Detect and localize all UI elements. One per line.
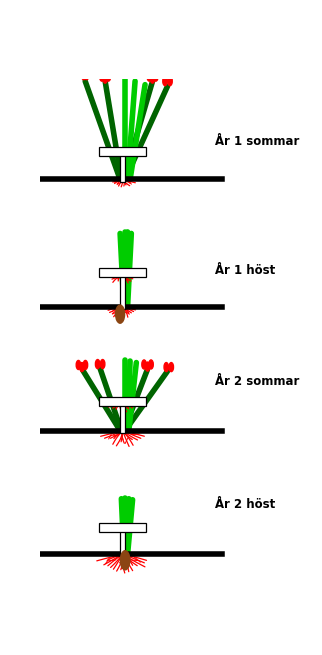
Circle shape: [95, 360, 100, 369]
Bar: [99, 269, 146, 277]
Bar: [99, 523, 146, 532]
Circle shape: [99, 72, 104, 81]
Circle shape: [142, 360, 146, 369]
Text: År 2 höst: År 2 höst: [215, 498, 275, 512]
Circle shape: [169, 363, 174, 371]
Bar: [120, 399, 125, 433]
Circle shape: [164, 363, 168, 371]
Text: År 1 höst: År 1 höst: [215, 264, 275, 277]
Circle shape: [147, 72, 152, 81]
Circle shape: [84, 71, 89, 80]
Circle shape: [120, 551, 130, 570]
Circle shape: [79, 69, 83, 78]
Circle shape: [87, 69, 92, 78]
Text: År 2 sommar: År 2 sommar: [215, 375, 299, 388]
Circle shape: [106, 72, 111, 81]
Bar: [120, 525, 125, 557]
Bar: [99, 147, 146, 156]
Bar: [99, 397, 146, 405]
Circle shape: [149, 360, 153, 369]
Circle shape: [154, 72, 158, 81]
Circle shape: [168, 77, 172, 86]
Circle shape: [81, 71, 86, 80]
Circle shape: [116, 305, 125, 323]
Circle shape: [83, 360, 88, 369]
Bar: [120, 149, 125, 182]
Bar: [120, 271, 125, 309]
Circle shape: [145, 362, 150, 371]
Circle shape: [150, 74, 155, 83]
Circle shape: [103, 74, 107, 83]
Circle shape: [100, 360, 105, 369]
Circle shape: [76, 360, 81, 369]
Text: År 1 sommar: År 1 sommar: [215, 135, 299, 148]
Circle shape: [163, 77, 167, 86]
Circle shape: [80, 363, 84, 371]
